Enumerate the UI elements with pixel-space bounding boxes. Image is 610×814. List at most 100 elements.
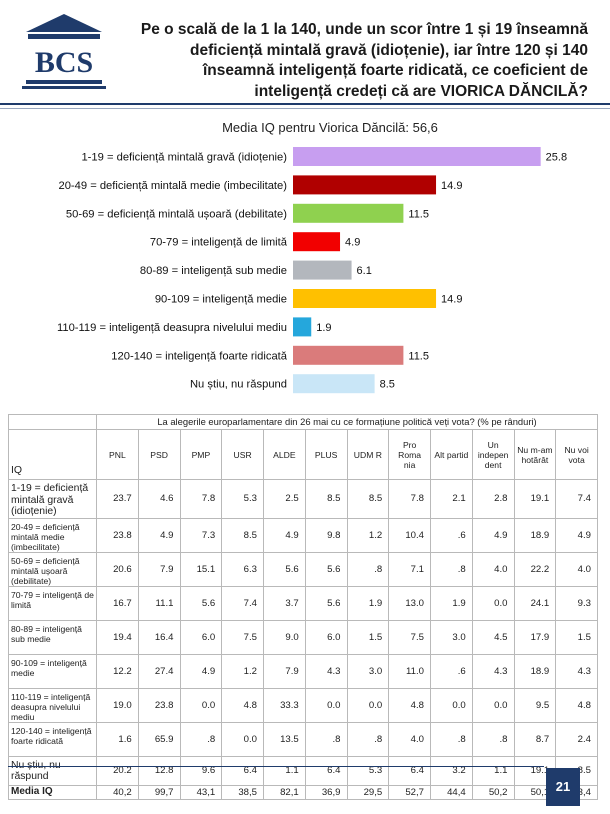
table-cell: 0.0: [221, 721, 264, 757]
table-cell: 5.3: [346, 755, 390, 786]
mean-cell: 38,5: [221, 784, 264, 800]
chart-title: Media IQ pentru Viorica Dăncilă: 56,6: [222, 120, 438, 135]
table-cell: 1.2: [346, 517, 390, 553]
table-cell: 1.5: [346, 619, 390, 655]
table-row: 20-49 = deficiență mintală medie (imbeci…: [8, 517, 598, 553]
table-cell: 27.4: [137, 653, 181, 689]
bar-category-label: 90-109 = inteligență medie: [155, 294, 287, 306]
table-cell: 19.4: [96, 619, 139, 655]
table-cell: 8.7: [513, 721, 557, 757]
column-header: PMP: [179, 429, 223, 480]
table-cell: 4.6: [137, 479, 181, 519]
table-cell: 4.3: [471, 653, 515, 689]
row-label: 50-69 = deficiență mintală ușoară (debil…: [8, 551, 97, 587]
title-line: Pe o scală de la 1 la 140, unde un scor …: [140, 21, 588, 38]
table-cell: 4.8: [388, 687, 431, 723]
table-cell: 20.2: [96, 755, 139, 786]
mean-cell: 44,4: [430, 784, 473, 800]
table-cell: 4.8: [555, 687, 598, 723]
table-cell: 2.8: [471, 479, 515, 519]
table-cell: 9.3: [555, 585, 598, 621]
table-cell: 6.4: [304, 755, 348, 786]
column-header: Pro Roma nia: [388, 429, 431, 480]
table-row: Nu știu, nu răspund 20.2 12.8 9.6 6.4 1.1 6.4 5…: [8, 755, 598, 786]
table-cell: 4.0: [471, 551, 515, 587]
footer-divider: [8, 766, 544, 767]
table-cell: .8: [430, 551, 473, 587]
column-header: UDM R: [346, 429, 390, 480]
table-cell: 7.5: [221, 619, 264, 655]
mean-cell: 50,2: [471, 784, 515, 800]
bar-category-label: 110-119 = inteligență deasupra nivelului…: [57, 322, 287, 334]
column-header: Un indepen dent: [471, 429, 515, 480]
bar-value-label: 11.5: [408, 208, 429, 220]
bar: [293, 147, 541, 166]
table-cell: 6.3: [221, 551, 264, 587]
table-cell: 1.5: [555, 619, 598, 655]
bar-value-label: 4.9: [345, 237, 360, 249]
page-number: 21: [546, 768, 580, 806]
column-header: USR: [221, 429, 264, 480]
mean-row: Media IQ 40,2 99,7 43,1 38,5 82,1 36,9 29,5 52,7…: [8, 784, 598, 800]
table-cell: 5.6: [304, 585, 348, 621]
iq-bar-chart: Media IQ pentru Viorica Dăncilă: 56,6 1-…: [57, 120, 567, 394]
table-cell: 7.8: [388, 479, 431, 519]
table-cell: .8: [346, 721, 390, 757]
table-row: 120-140 = inteligență foarte ridicată 1.6…: [8, 721, 598, 757]
table-row: 110-119 = inteligență deasupra nivelului…: [8, 687, 598, 723]
title-line: înseamnă inteligență foarte ridicată, ce…: [202, 62, 588, 79]
bar-value-label: 14.9: [441, 180, 462, 192]
column-header: Alt partid: [430, 429, 473, 480]
table-cell: .8: [346, 551, 390, 587]
mean-cell: 36,9: [304, 784, 348, 800]
table-cell: 4.8: [221, 687, 264, 723]
table-cell: 33.3: [263, 687, 306, 723]
table-cell: 10.4: [388, 517, 431, 553]
table-cell: 23.7: [96, 479, 139, 519]
table-cell: 3.7: [263, 585, 306, 621]
table-cell: 15.1: [179, 551, 223, 587]
table-cell: 2.1: [430, 479, 473, 519]
table-cell: 3.0: [430, 619, 473, 655]
row-label: 1-19 = deficiență mintală gravă (idioțen…: [8, 479, 97, 519]
column-header: PLUS: [304, 429, 348, 480]
table-cell: .8: [471, 721, 515, 757]
table-cell: 20.6: [96, 551, 139, 587]
table-corner: [8, 414, 97, 430]
table-cell: 1.1: [471, 755, 515, 786]
table-cell: 7.9: [137, 551, 181, 587]
bar: [293, 345, 404, 365]
table-cell: 11.1: [137, 585, 181, 621]
table-cell: 5.3: [221, 479, 264, 519]
row-header-iq: IQ: [8, 429, 97, 480]
table-cell: 65.9: [137, 721, 181, 757]
table-cell: 4.9: [471, 517, 515, 553]
title-line: deficiență mintală gravă (idioțenie), ia…: [190, 41, 588, 59]
table-cell: 0.0: [346, 687, 390, 723]
table-cell: 11.0: [388, 653, 431, 689]
bcs-logo: BCS: [22, 14, 106, 89]
table-cell: 0.0: [179, 687, 223, 723]
table-cell: 7.5: [388, 619, 431, 655]
table-cell: 7.3: [179, 517, 223, 553]
header-divider-thin: [0, 108, 610, 109]
header-divider: [0, 103, 610, 105]
column-header: PNL: [96, 429, 139, 480]
table-caption: La alegerile europarlamentare din 26 mai…: [96, 414, 598, 430]
table-cell: 12.2: [96, 653, 139, 689]
table-cell: 8.5: [346, 479, 390, 519]
mean-row-label: Media IQ: [8, 784, 97, 800]
bar: [293, 289, 437, 308]
table-cell: 6.4: [388, 755, 431, 786]
table-row: 50-69 = deficiență mintală ușoară (debil…: [8, 551, 598, 587]
table-cell: 4.3: [555, 653, 598, 689]
bar: [293, 175, 437, 195]
bar-category-label: 20-49 = deficiență mintală medie (imbeci…: [58, 180, 287, 192]
bar-category-label: 70-79 = inteligență de limită: [150, 237, 288, 249]
table-cell: 7.4: [555, 479, 598, 519]
table-cell: 5.6: [263, 551, 306, 587]
column-header: Nu m-am hotărât: [513, 429, 557, 480]
table-cell: 9.6: [179, 755, 223, 786]
bar: [293, 232, 341, 252]
table-cell: 16.7: [96, 585, 139, 621]
